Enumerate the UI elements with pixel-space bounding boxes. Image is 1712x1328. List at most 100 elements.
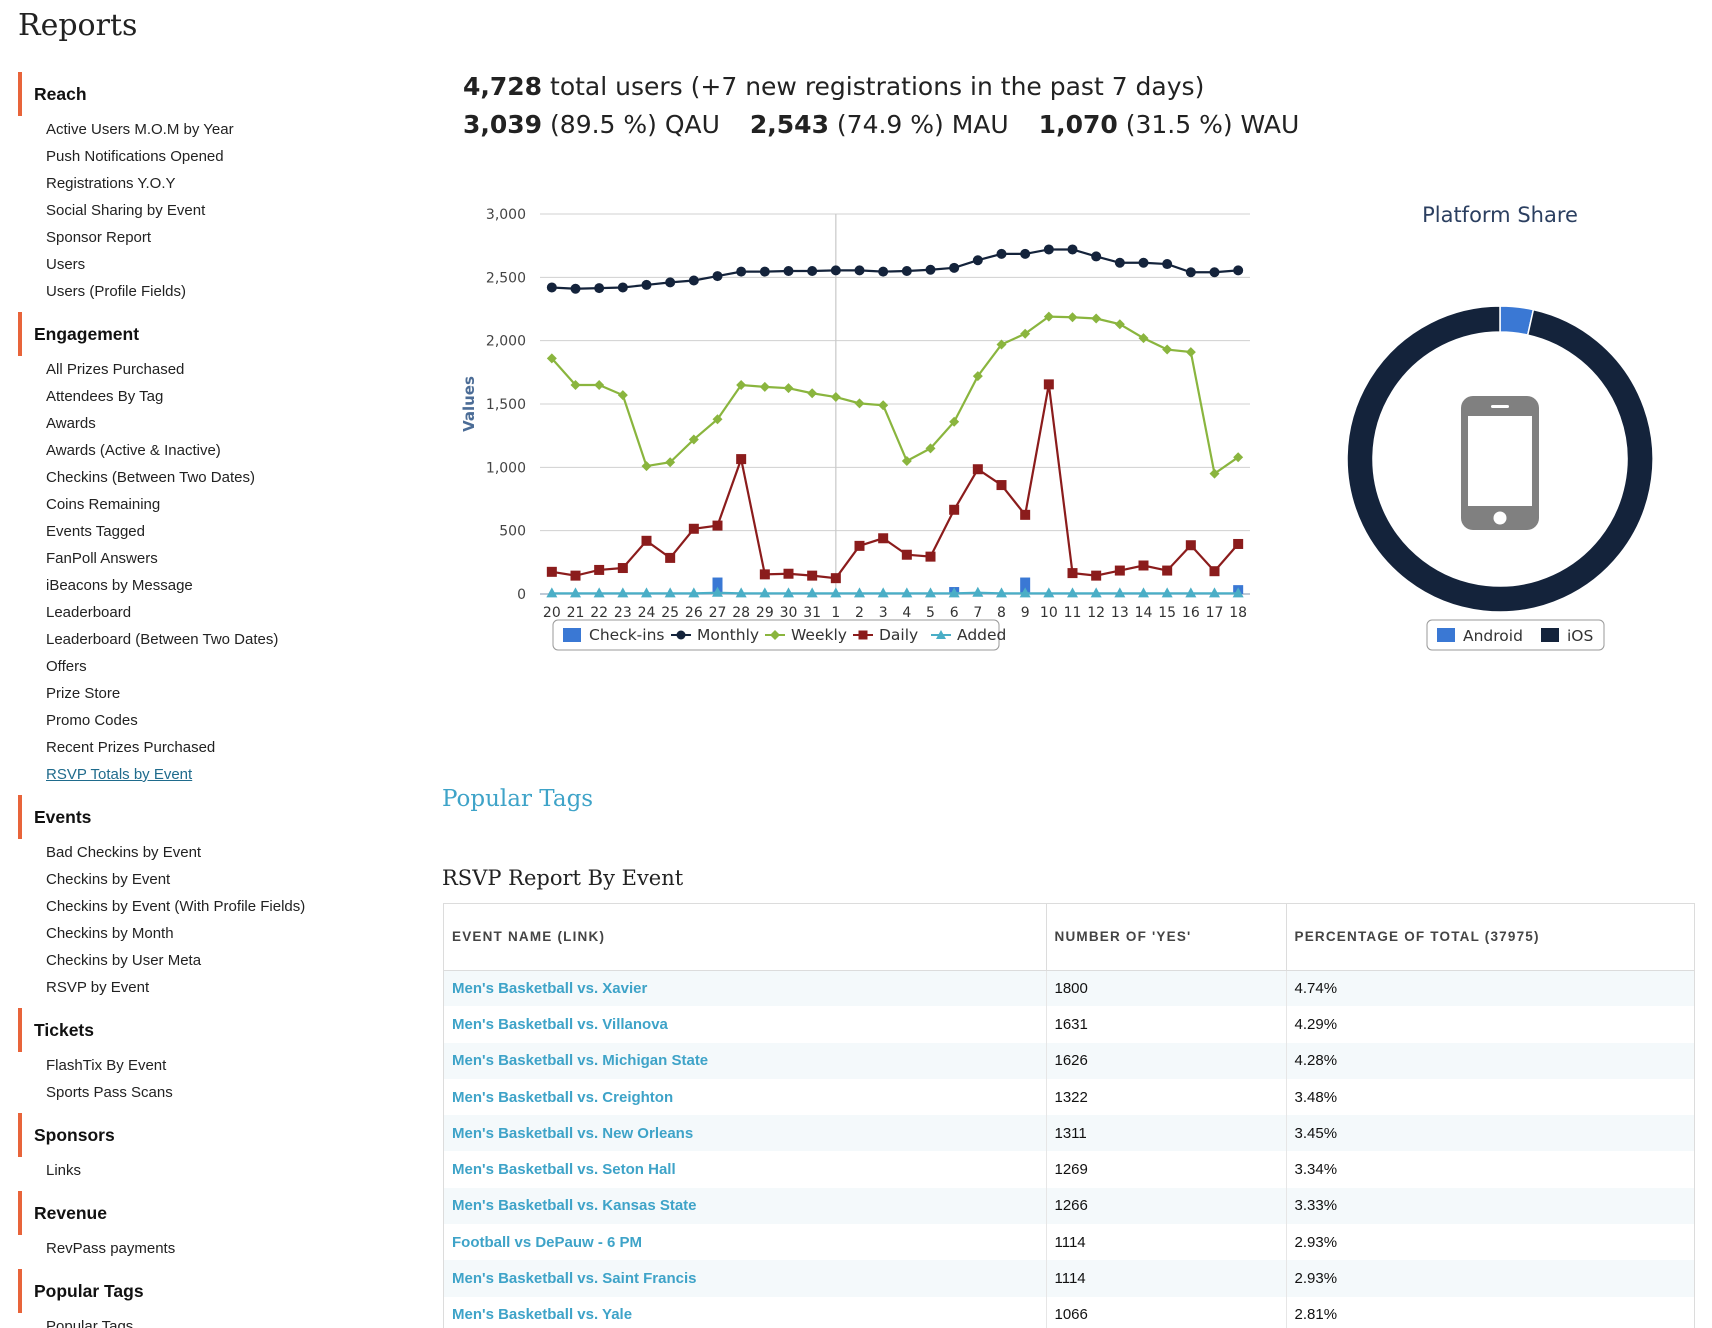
point-daily[interactable] <box>1067 568 1078 579</box>
point-monthly[interactable] <box>1067 244 1078 255</box>
point-daily[interactable] <box>1043 379 1054 390</box>
point-weekly[interactable] <box>641 461 652 472</box>
point-weekly[interactable] <box>925 443 936 454</box>
point-weekly[interactable] <box>1209 468 1220 479</box>
point-added[interactable] <box>664 587 676 598</box>
point-monthly[interactable] <box>996 248 1007 259</box>
column-header-number-yes[interactable]: NUMBER OF 'YES' <box>1046 904 1287 971</box>
point-daily[interactable] <box>641 535 652 546</box>
event-name-link[interactable]: Men's Basketball vs. Creighton <box>444 1078 1047 1116</box>
point-added[interactable] <box>996 587 1007 598</box>
nav-item-popular-tags[interactable]: Popular Tags <box>46 1318 134 1328</box>
point-weekly[interactable] <box>830 392 841 403</box>
nav-item-sponsor-report[interactable]: Sponsor Report <box>46 229 152 246</box>
point-daily[interactable] <box>736 454 747 465</box>
point-weekly[interactable] <box>712 414 723 425</box>
event-name-link[interactable]: Men's Basketball vs. Xavier <box>444 970 1047 1007</box>
point-daily[interactable] <box>925 551 936 562</box>
nav-item-offers[interactable]: Offers <box>46 658 87 675</box>
point-daily[interactable] <box>1020 509 1031 520</box>
nav-item-rsvp-by-event[interactable]: RSVP by Event <box>46 979 150 996</box>
point-monthly[interactable] <box>807 266 818 276</box>
point-added[interactable] <box>1114 587 1126 598</box>
point-added[interactable] <box>1185 587 1197 598</box>
event-name-link[interactable]: Men's Basketball vs. Saint Francis <box>444 1260 1047 1297</box>
point-monthly[interactable] <box>830 265 841 276</box>
nav-item-users[interactable]: Users <box>46 256 86 273</box>
point-daily[interactable] <box>688 523 699 534</box>
point-added[interactable] <box>925 587 936 598</box>
point-weekly[interactable] <box>1185 347 1196 358</box>
point-weekly[interactable] <box>1114 319 1125 330</box>
point-weekly[interactable] <box>570 380 581 390</box>
point-weekly[interactable] <box>1233 452 1244 463</box>
nav-item-fanpoll-answers[interactable]: FanPoll Answers <box>46 550 158 567</box>
point-daily[interactable] <box>570 570 581 581</box>
point-weekly[interactable] <box>996 339 1007 350</box>
point-monthly[interactable] <box>712 271 723 282</box>
nav-item-checkins-by-event[interactable]: Checkins by Event <box>46 871 171 888</box>
pie-slice-ios[interactable] <box>1346 305 1654 613</box>
pie-legend-item-android[interactable]: Android <box>1437 627 1523 645</box>
point-monthly[interactable] <box>617 282 628 293</box>
nav-item-social-sharing-by-event[interactable]: Social Sharing by Event <box>46 202 206 219</box>
nav-item-links[interactable]: Links <box>46 1162 82 1179</box>
point-daily[interactable] <box>901 549 912 560</box>
point-weekly[interactable] <box>1091 313 1102 324</box>
nav-item-prize-store[interactable]: Prize Store <box>46 685 121 702</box>
legend-item-daily[interactable]: Daily <box>853 626 918 644</box>
point-monthly[interactable] <box>925 264 936 275</box>
point-daily[interactable] <box>546 566 557 577</box>
point-added[interactable] <box>546 587 558 598</box>
point-weekly[interactable] <box>546 353 557 364</box>
point-daily[interactable] <box>783 568 794 579</box>
nav-item-events-tagged[interactable]: Events Tagged <box>46 523 145 540</box>
point-daily[interactable] <box>594 564 605 575</box>
nav-item-flashtix-by-event[interactable]: FlashTix By Event <box>46 1057 167 1074</box>
point-weekly[interactable] <box>972 371 983 382</box>
point-added[interactable] <box>1019 587 1031 598</box>
point-added[interactable] <box>806 587 818 598</box>
point-daily[interactable] <box>665 552 676 563</box>
nav-item-checkins-by-user-meta[interactable]: Checkins by User Meta <box>46 952 202 969</box>
event-name-link[interactable]: Men's Basketball vs. Yale <box>444 1296 1047 1328</box>
nav-item-all-prizes-purchased[interactable]: All Prizes Purchased <box>46 361 185 378</box>
point-monthly[interactable] <box>1043 244 1054 255</box>
point-daily[interactable] <box>830 573 841 584</box>
point-daily[interactable] <box>1091 570 1102 581</box>
point-daily[interactable] <box>617 563 628 574</box>
point-monthly[interactable] <box>759 266 770 277</box>
point-added[interactable] <box>854 587 865 598</box>
nav-item-active-users-m-o-m-by-year[interactable]: Active Users M.O.M by Year <box>46 121 234 138</box>
point-monthly[interactable] <box>570 283 581 294</box>
nav-item-checkins-by-event-with-profile-fields[interactable]: Checkins by Event (With Profile Fields) <box>46 898 306 915</box>
point-weekly[interactable] <box>807 388 818 399</box>
legend-item-added[interactable]: Added <box>931 626 1006 644</box>
column-header-percentage[interactable]: PERCENTAGE OF TOTAL (37975) <box>1286 904 1694 971</box>
point-weekly[interactable] <box>594 380 605 390</box>
nav-item-users-profile-fields[interactable]: Users (Profile Fields) <box>46 283 187 300</box>
point-daily[interactable] <box>972 464 983 475</box>
point-added[interactable] <box>641 587 652 598</box>
nav-item-checkins-by-month[interactable]: Checkins by Month <box>46 925 174 942</box>
nav-item-awards-active-and-inactive[interactable]: Awards (Active & Inactive) <box>46 442 221 459</box>
point-weekly[interactable] <box>759 381 770 392</box>
point-daily[interactable] <box>1185 540 1196 551</box>
event-name-link[interactable]: Football vs DePauw - 6 PM <box>444 1224 1047 1261</box>
nav-item-sports-pass-scans[interactable]: Sports Pass Scans <box>46 1084 173 1101</box>
point-daily[interactable] <box>807 570 818 581</box>
point-added[interactable] <box>1138 587 1149 598</box>
point-added[interactable] <box>593 587 605 598</box>
event-name-link[interactable]: Men's Basketball vs. New Orleans <box>444 1115 1047 1152</box>
nav-item-ibeacons-by-message[interactable]: iBeacons by Message <box>46 577 193 594</box>
point-monthly[interactable] <box>783 266 794 276</box>
point-daily[interactable] <box>1138 560 1149 571</box>
point-added[interactable] <box>1209 587 1220 598</box>
event-name-link[interactable]: Men's Basketball vs. Michigan State <box>444 1042 1047 1079</box>
point-added[interactable] <box>1067 587 1078 598</box>
point-added[interactable] <box>783 587 794 598</box>
point-added[interactable] <box>972 586 984 597</box>
point-monthly[interactable] <box>1233 265 1244 276</box>
point-weekly[interactable] <box>878 400 889 411</box>
point-added[interactable] <box>830 587 842 598</box>
